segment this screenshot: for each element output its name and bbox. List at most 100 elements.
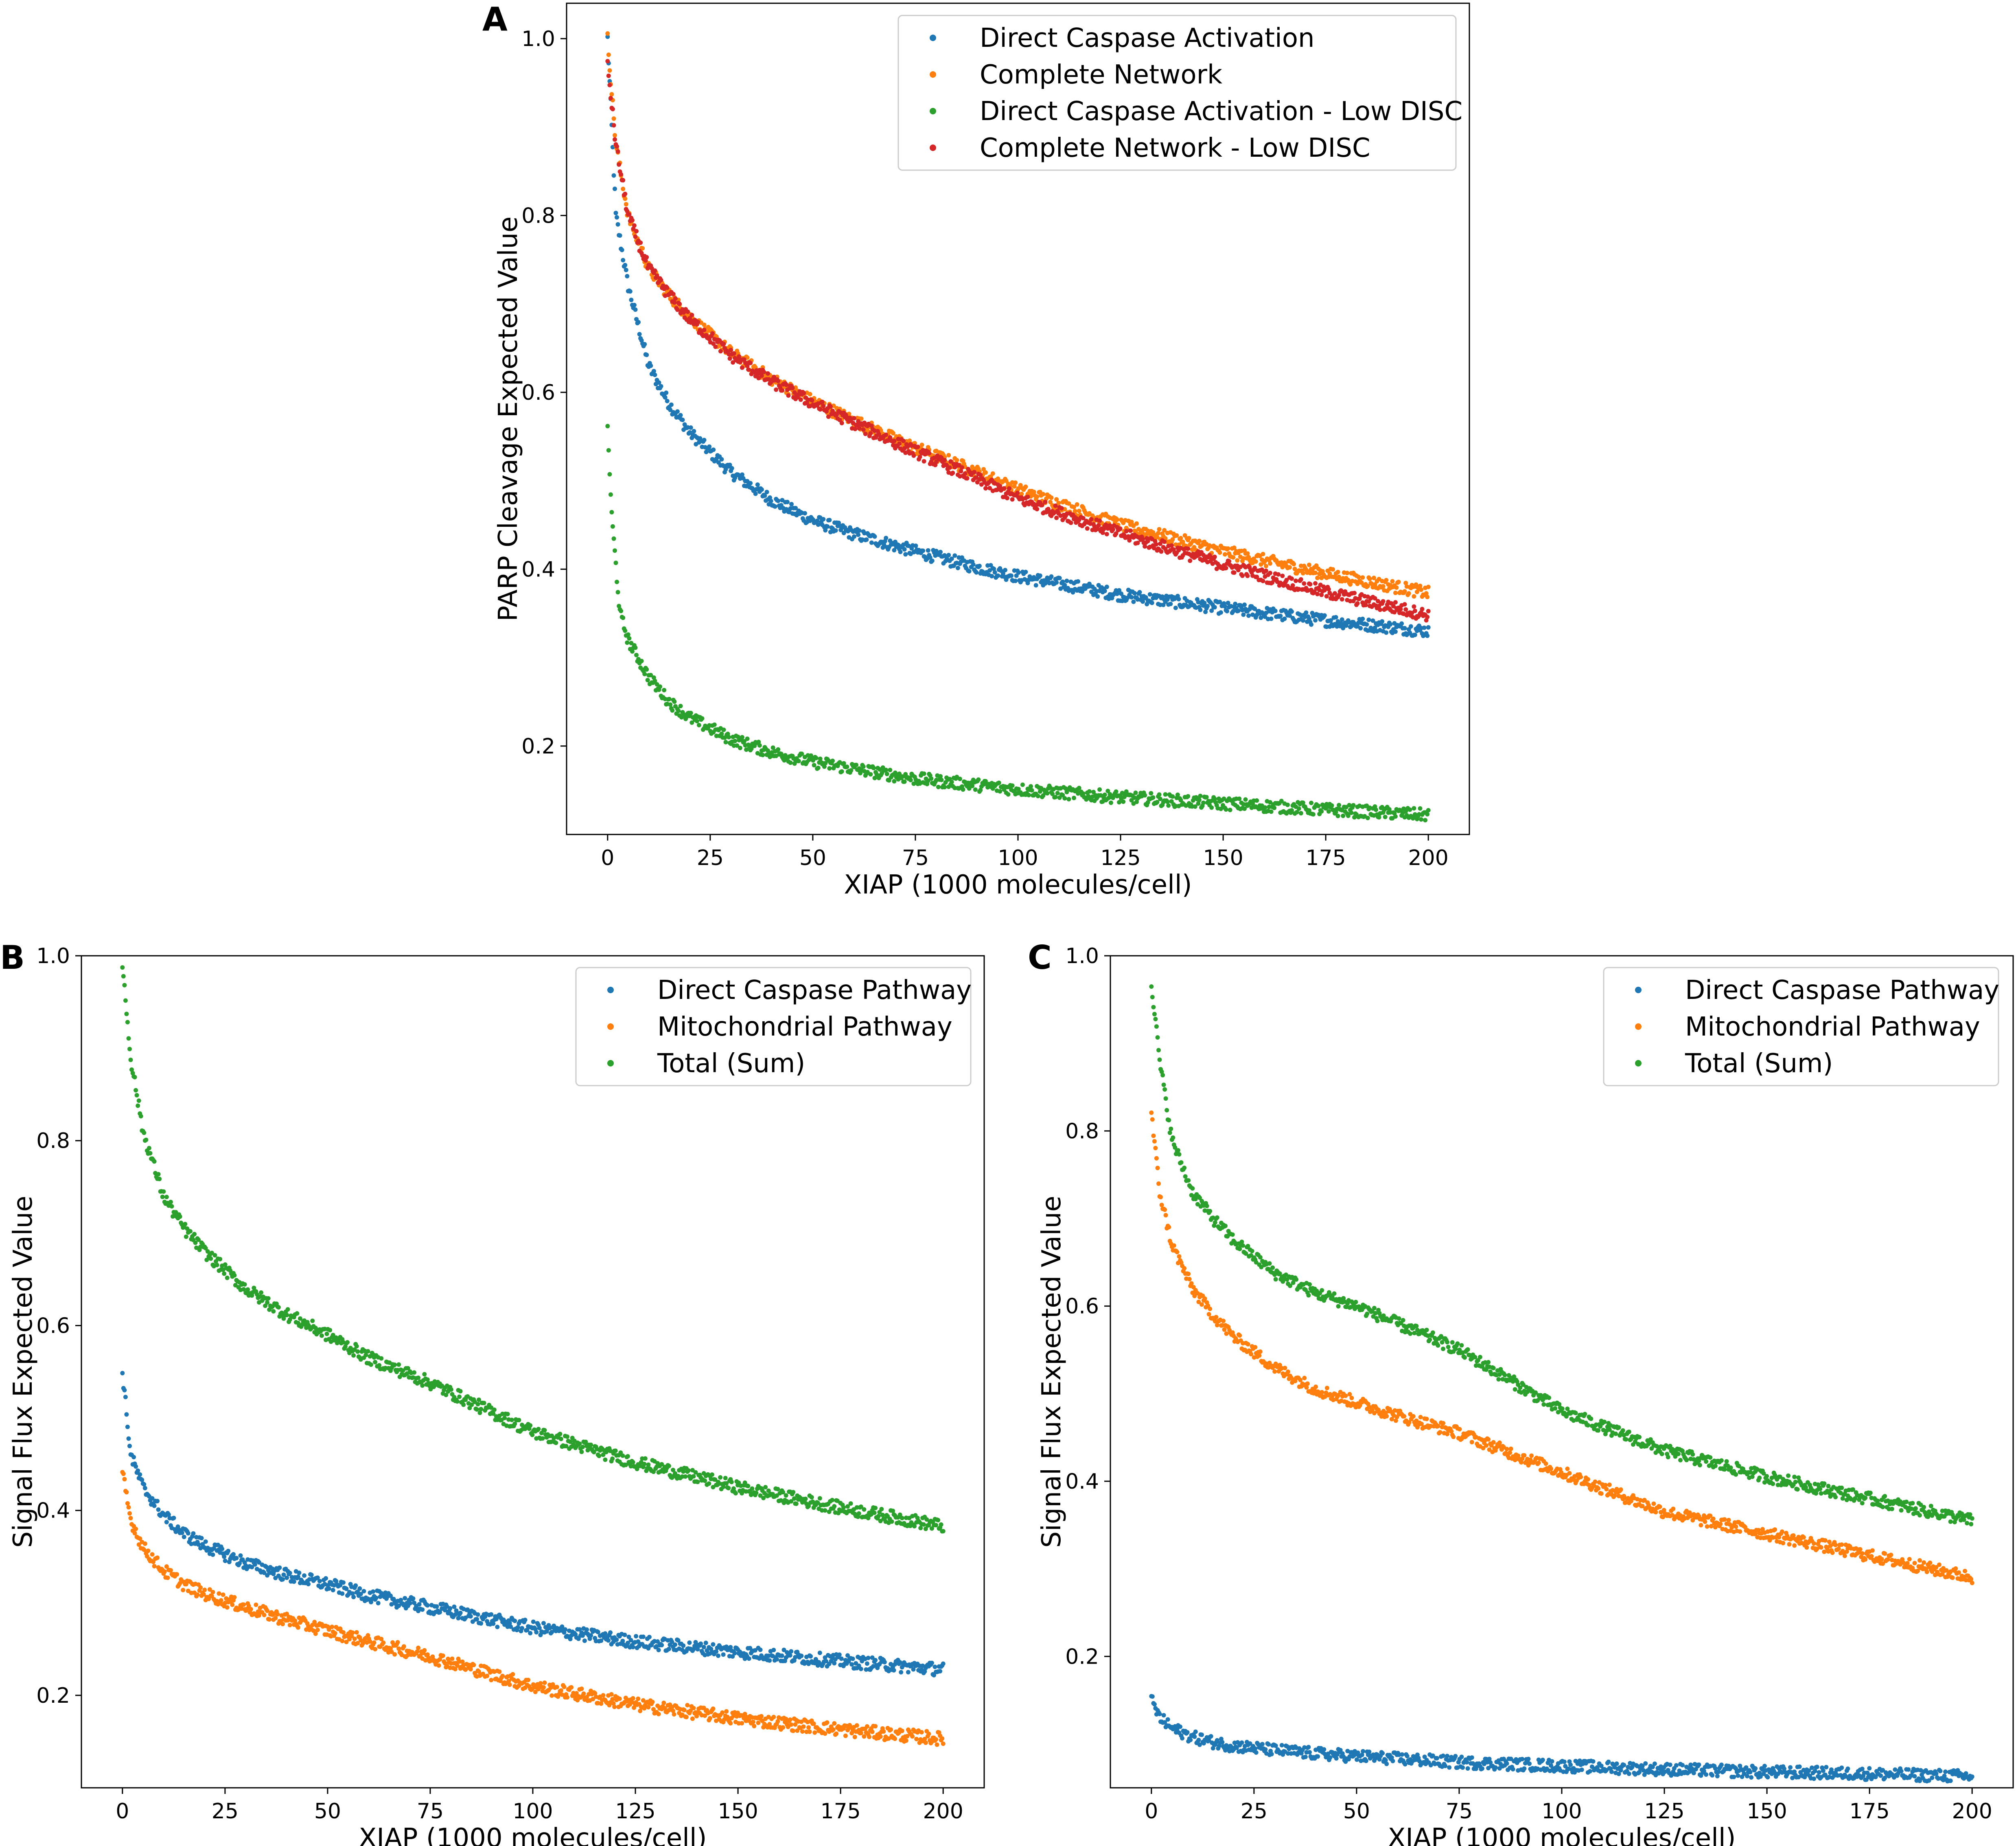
data-point [1197,797,1202,802]
data-point [1351,803,1356,808]
data-point [125,1424,130,1429]
data-point [582,1638,587,1643]
data-point [1259,615,1263,620]
data-point [157,1176,162,1181]
data-point [652,268,657,273]
data-point [669,402,674,407]
data-point [371,1589,376,1594]
data-point [642,342,647,347]
data-point [977,563,982,568]
data-point [673,296,678,301]
data-point [1053,795,1058,799]
data-point [1029,788,1034,793]
x-tick-label: 200 [1408,846,1449,870]
data-point [611,116,616,121]
data-point [748,481,753,486]
x-tick-label: 75 [902,846,929,870]
data-point [814,755,819,760]
data-point [150,1552,155,1557]
data-point [659,1643,664,1647]
data-point [637,332,642,337]
data-point [738,746,742,750]
data-point [854,1723,859,1728]
data-point [832,1721,837,1726]
data-point [376,1601,381,1605]
data-point [1313,581,1318,586]
data-point [1143,595,1148,600]
data-point [1311,812,1316,817]
data-point [1077,508,1081,513]
data-point [1328,618,1333,623]
y-tick-label: 0.8 [521,204,555,228]
data-point [828,404,833,409]
data-point [436,1663,441,1668]
data-point [1289,609,1294,614]
data-point [1129,595,1134,600]
data-point [623,196,628,201]
data-point [757,743,762,748]
data-point [858,1731,863,1735]
data-point [217,1591,221,1596]
data-point [758,1647,763,1652]
data-point [685,309,690,314]
data-point [373,1647,378,1651]
data-point [448,1606,453,1611]
data-point [219,1598,223,1603]
data-point [607,83,612,88]
data-point [619,247,624,252]
data-point [658,684,662,689]
data-point [771,1715,776,1719]
data-point [485,1673,490,1678]
data-point [1302,581,1307,586]
data-point [267,1617,272,1622]
data-point [983,470,988,475]
data-point [1287,565,1292,570]
data-point [142,1130,147,1135]
data-point [672,300,677,305]
data-point [702,438,707,442]
data-point [1055,791,1060,795]
data-point [647,1635,652,1640]
data-point [220,1546,225,1551]
data-point [144,1137,149,1142]
data-point [1412,806,1416,811]
data-point [124,1490,129,1495]
data-point [624,202,628,207]
data-point [921,548,926,553]
data-point [1316,804,1321,808]
data-point [1426,609,1431,613]
data-point [1366,618,1371,622]
data-point [852,534,856,539]
data-point [1399,621,1404,626]
data-point [837,1652,842,1657]
data-point [907,438,912,443]
data-point [820,399,825,404]
data-point [440,1653,445,1658]
data-point [1012,484,1017,489]
data-point [1041,492,1046,497]
data-point [156,1172,161,1177]
data-point [892,779,897,784]
data-point [626,632,630,637]
data-point [752,1723,757,1728]
data-point [703,1640,708,1645]
data-point [740,1721,744,1726]
data-point [606,448,611,453]
data-point [1425,812,1430,817]
x-tick-label: 100 [998,846,1038,870]
data-point [507,1682,512,1687]
data-point [1057,576,1062,580]
data-point [974,570,979,575]
data-point [168,1568,173,1573]
data-point [565,1695,569,1700]
data-point [285,1575,289,1580]
data-point [138,1472,142,1477]
data-point [884,768,889,772]
data-point [807,1729,812,1734]
data-point [990,471,995,476]
data-point [740,735,744,740]
data-point [935,1742,939,1747]
data-point [1145,602,1149,607]
data-point [957,777,962,781]
data-point [691,1706,696,1710]
